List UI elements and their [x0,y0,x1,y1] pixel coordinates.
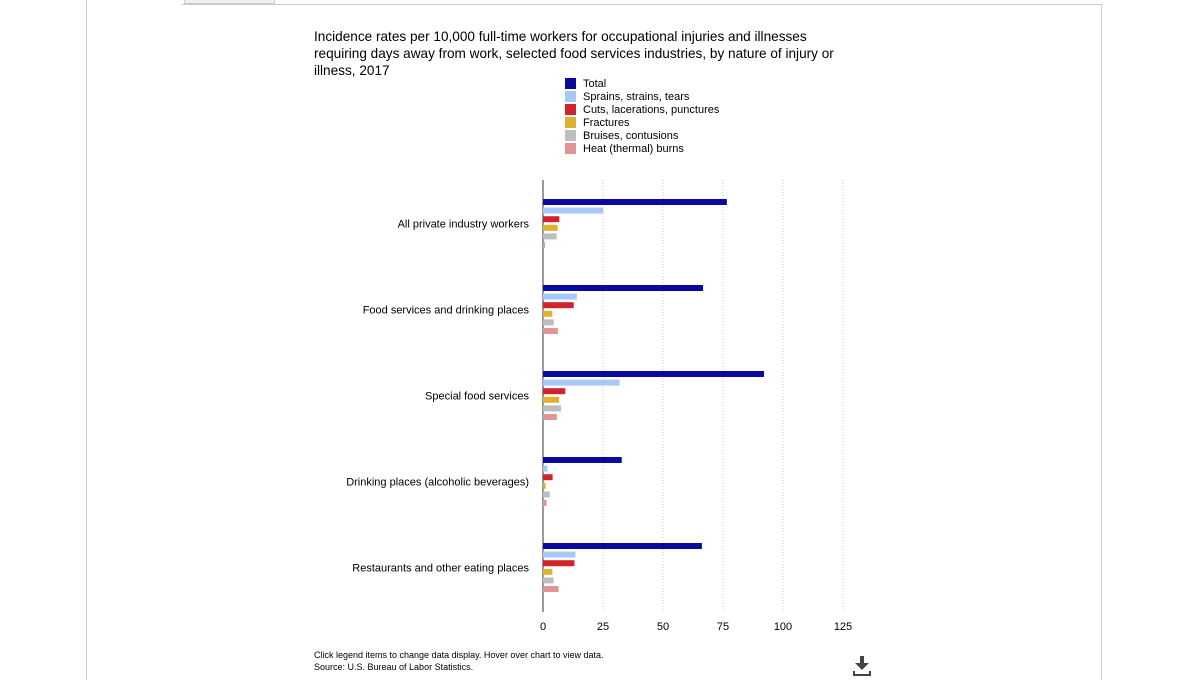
bar-bruises-contusions-restaurants-and-other-eating-places[interactable] [543,577,554,584]
x-tick-label-25: 25 [597,621,609,633]
bar-cuts-lacerations-punctures-drinking-places-alcoholic-beverages[interactable] [543,474,553,481]
bar-bruises-contusions-special-food-services[interactable] [543,405,561,412]
x-tick-label-50: 50 [657,621,669,633]
legend-item-cuts-lacerations-punctures[interactable]: Cuts, lacerations, punctures [565,103,719,116]
bar-total-food-services-and-drinking-places[interactable] [543,285,704,291]
legend-label-total: Total [583,77,607,90]
bar-sprains-strains-tears-food-services-and-drinking-places[interactable] [543,293,577,300]
content-border-right [1101,4,1102,680]
download-icon [853,656,871,676]
bar-bruises-contusions-drinking-places-alcoholic-beverages[interactable] [543,491,550,498]
category-label-special-food-services: Special food services [425,391,529,403]
bar-fractures-food-services-and-drinking-places[interactable] [543,310,553,317]
content-border-left [86,0,87,680]
x-tick-label-125: 125 [834,621,852,633]
bar-total-restaurants-and-other-eating-places[interactable] [543,543,702,549]
legend-item-heat-thermal-burns[interactable]: Heat (thermal) burns [565,142,719,155]
x-tick-label-75: 75 [717,621,729,633]
legend-swatch-sprains-strains-tears [565,91,576,102]
bar-bruises-contusions-all-private-industry-workers[interactable] [543,233,557,240]
legend-label-cuts-lacerations-punctures: Cuts, lacerations, punctures [583,103,720,116]
chart-source: Source: U.S. Bureau of Labor Statistics. [314,661,474,672]
bar-sprains-strains-tears-drinking-places-alcoholic-beverages[interactable] [543,465,548,472]
bar-cuts-lacerations-punctures-food-services-and-drinking-places[interactable] [543,302,574,309]
bar-bruises-contusions-food-services-and-drinking-places[interactable] [543,319,554,326]
bar-total-drinking-places-alcoholic-beverages[interactable] [543,457,622,463]
bar-total-all-private-industry-workers[interactable] [543,199,727,205]
chart-legend: Total Sprains, strains, tears Cuts, lacera… [565,77,719,155]
bar-sprains-strains-tears-all-private-industry-workers[interactable] [543,207,604,214]
legend-label-sprains-strains-tears: Sprains, strains, tears [583,90,690,103]
bar-cuts-lacerations-punctures-all-private-industry-workers[interactable] [543,216,560,223]
bar-fractures-special-food-services[interactable] [543,396,560,403]
legend-swatch-bruises-contusions [565,130,576,141]
legend-item-sprains-strains-tears[interactable]: Sprains, strains, tears [565,90,719,103]
legend-label-bruises-contusions: Bruises, contusions [583,129,679,142]
bar-heat-thermal-burns-special-food-services[interactable] [543,414,557,420]
bar-fractures-restaurants-and-other-eating-places[interactable] [543,568,553,575]
bar-heat-thermal-burns-food-services-and-drinking-places[interactable] [543,328,558,334]
bar-cuts-lacerations-punctures-restaurants-and-other-eating-places[interactable] [543,560,575,567]
chart-title: Incidence rates per 10,000 full-time wor… [314,29,834,78]
bar-heat-thermal-burns-drinking-places-alcoholic-beverages[interactable] [543,500,547,506]
legend-item-fractures[interactable]: Fractures [565,116,719,129]
x-tick-label-100: 100 [774,621,792,633]
category-label-restaurants-and-other-eating-places: Restaurants and other eating places [352,563,529,575]
chart-instructions: Click legend items to change data displa… [314,650,604,660]
legend-swatch-fractures [565,117,576,128]
legend-label-heat-thermal-burns: Heat (thermal) burns [583,142,684,155]
legend-item-bruises-contusions[interactable]: Bruises, contusions [565,129,719,142]
bar-fractures-drinking-places-alcoholic-beverages[interactable] [543,482,546,489]
legend-swatch-heat-thermal-burns [565,143,576,154]
legend-swatch-cuts-lacerations-punctures [565,104,576,115]
bar-cuts-lacerations-punctures-special-food-services[interactable] [543,388,566,395]
category-label-drinking-places-alcoholic-beverages: Drinking places (alcoholic beverages) [346,477,529,489]
category-label-all-private-industry-workers: All private industry workers [398,219,530,231]
legend-item-total[interactable]: Total [565,77,719,90]
bar-total-special-food-services[interactable] [543,371,765,377]
legend-label-fractures: Fractures [583,116,630,129]
bar-sprains-strains-tears-restaurants-and-other-eating-places[interactable] [543,551,576,558]
bar-heat-thermal-burns-all-private-industry-workers[interactable] [543,242,545,248]
content-border-top [182,4,1101,5]
bar-heat-thermal-burns-restaurants-and-other-eating-places[interactable] [543,586,559,592]
bar-fractures-all-private-industry-workers[interactable] [543,224,558,231]
download-button[interactable] [848,654,876,678]
legend-swatch-total [565,78,576,89]
bar-sprains-strains-tears-special-food-services[interactable] [543,379,620,386]
x-tick-label-0: 0 [540,621,546,633]
tab-stub[interactable] [184,0,275,4]
chart-notes: Click legend items to change data displa… [314,650,603,673]
category-label-food-services-and-drinking-places: Food services and drinking places [363,305,530,317]
